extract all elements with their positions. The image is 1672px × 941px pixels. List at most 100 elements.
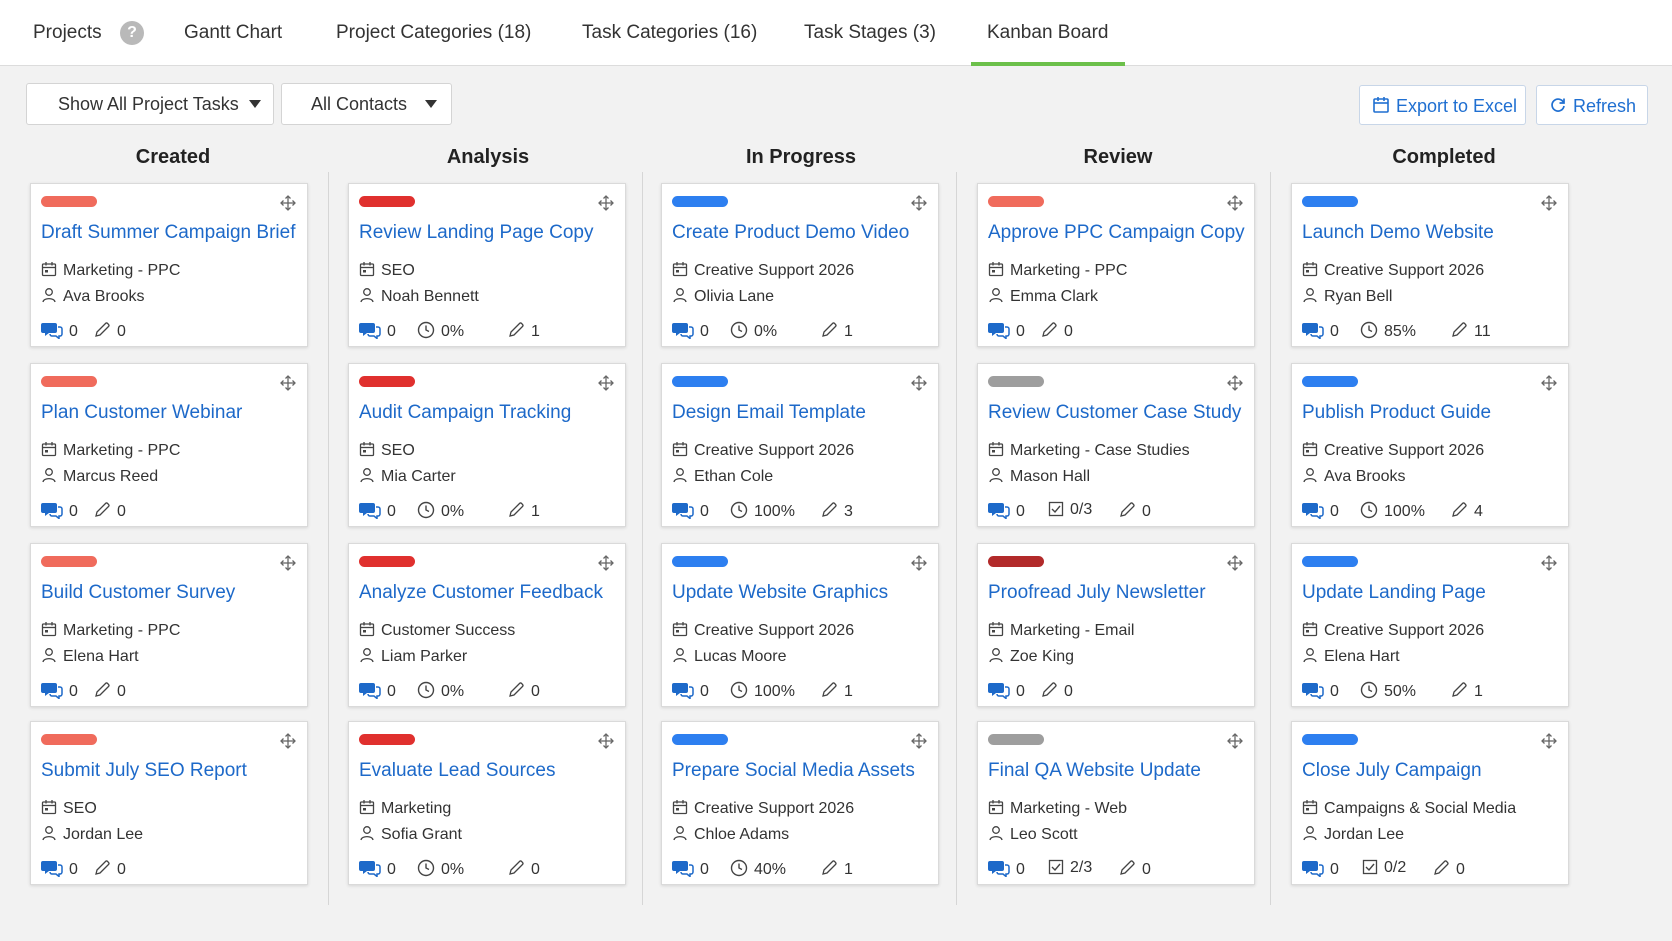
drag-handle[interactable] <box>1540 194 1558 212</box>
comments-count[interactable]: 0 <box>672 681 709 701</box>
task-card[interactable]: Approve PPC Campaign Copy Marketing - PPC… <box>977 183 1255 347</box>
task-title-link[interactable]: Launch Demo Website <box>1302 222 1494 243</box>
comments-count[interactable]: 0 <box>988 859 1025 879</box>
comments-count[interactable]: 0 <box>672 859 709 879</box>
drag-handle[interactable] <box>1226 732 1244 750</box>
drag-handle[interactable] <box>279 732 297 750</box>
edits-count[interactable]: 0 <box>507 681 540 701</box>
edits-count[interactable]: 1 <box>507 321 540 341</box>
task-card[interactable]: Create Product Demo Video Creative Suppor… <box>661 183 939 347</box>
drag-handle[interactable] <box>597 554 615 572</box>
refresh-button[interactable]: Refresh <box>1536 85 1648 125</box>
drag-handle[interactable] <box>279 194 297 212</box>
contact-filter-dropdown[interactable]: All Contacts <box>281 83 452 125</box>
task-card[interactable]: Audit Campaign Tracking SEO Mia Carter 0 0% 1 <box>348 363 626 527</box>
edits-count[interactable]: 4 <box>1450 501 1483 521</box>
comments-count[interactable]: 0 <box>359 501 396 521</box>
edits-count[interactable]: 3 <box>820 501 853 521</box>
comments-count[interactable]: 0 <box>988 681 1025 701</box>
task-card[interactable]: Prepare Social Media Assets Creative Supp… <box>661 721 939 885</box>
comments-count[interactable]: 0 <box>41 321 78 341</box>
task-card[interactable]: Draft Summer Campaign Brief Marketing - P… <box>30 183 308 347</box>
task-title-link[interactable]: Final QA Website Update <box>988 760 1201 781</box>
task-card[interactable]: Review Landing Page Copy SEO Noah Bennett 0… <box>348 183 626 347</box>
drag-handle[interactable] <box>1226 194 1244 212</box>
edits-count[interactable]: 1 <box>820 681 853 701</box>
drag-handle[interactable] <box>910 732 928 750</box>
comments-count[interactable]: 0 <box>359 681 396 701</box>
export-excel-button[interactable]: Export to Excel <box>1359 85 1526 125</box>
task-card[interactable]: Review Customer Case Study Marketing - Ca… <box>977 363 1255 527</box>
tab-projects[interactable]: Projects <box>33 22 102 43</box>
edits-count[interactable]: 0 <box>93 859 126 879</box>
task-card[interactable]: Update Website Graphics Creative Support … <box>661 543 939 707</box>
task-title-link[interactable]: Proofread July Newsletter <box>988 582 1206 603</box>
task-card[interactable]: Launch Demo Website Creative Support 2026… <box>1291 183 1569 347</box>
comments-count[interactable]: 0 <box>359 859 396 879</box>
edits-count[interactable]: 1 <box>820 321 853 341</box>
edits-count[interactable]: 1 <box>1450 681 1483 701</box>
edits-count[interactable]: 0 <box>93 681 126 701</box>
help-icon[interactable]: ? <box>120 21 144 45</box>
task-title-link[interactable]: Update Landing Page <box>1302 582 1486 603</box>
tab-kanban-board[interactable]: Kanban Board <box>971 0 1124 66</box>
task-card[interactable]: Plan Customer Webinar Marketing - PPC Marc… <box>30 363 308 527</box>
tab-gantt-chart[interactable]: Gantt Chart <box>184 22 283 43</box>
comments-count[interactable]: 0 <box>41 859 78 879</box>
edits-count[interactable]: 0 <box>1118 501 1151 521</box>
comments-count[interactable]: 0 <box>1302 321 1339 341</box>
task-title-link[interactable]: Prepare Social Media Assets <box>672 760 915 781</box>
edits-count[interactable]: 1 <box>820 859 853 879</box>
task-card[interactable]: Final QA Website Update Marketing - Web Le… <box>977 721 1255 885</box>
task-card[interactable]: Close July Campaign Campaigns & Social Me… <box>1291 721 1569 885</box>
comments-count[interactable]: 0 <box>988 321 1025 341</box>
edits-count[interactable]: 0 <box>1040 321 1073 341</box>
task-card[interactable]: Proofread July Newsletter Marketing - Ema… <box>977 543 1255 707</box>
drag-handle[interactable] <box>597 732 615 750</box>
comments-count[interactable]: 0 <box>359 321 396 341</box>
comments-count[interactable]: 0 <box>41 681 78 701</box>
task-card[interactable]: Design Email Template Creative Support 20… <box>661 363 939 527</box>
drag-handle[interactable] <box>1540 732 1558 750</box>
tab-task-stages[interactable]: Task Stages (3) <box>804 22 936 43</box>
comments-count[interactable]: 0 <box>1302 681 1339 701</box>
task-filter-dropdown[interactable]: Show All Project Tasks <box>26 83 274 125</box>
drag-handle[interactable] <box>597 194 615 212</box>
task-title-link[interactable]: Submit July SEO Report <box>41 760 247 781</box>
comments-count[interactable]: 0 <box>672 321 709 341</box>
task-title-link[interactable]: Close July Campaign <box>1302 760 1482 781</box>
drag-handle[interactable] <box>1226 374 1244 392</box>
task-title-link[interactable]: Audit Campaign Tracking <box>359 402 572 423</box>
task-title-link[interactable]: Review Landing Page Copy <box>359 222 594 243</box>
task-card[interactable]: Evaluate Lead Sources Marketing Sofia Gran… <box>348 721 626 885</box>
comments-count[interactable]: 0 <box>988 501 1025 521</box>
edits-count[interactable]: 0 <box>93 321 126 341</box>
task-title-link[interactable]: Evaluate Lead Sources <box>359 760 556 781</box>
drag-handle[interactable] <box>1540 374 1558 392</box>
edits-count[interactable]: 0 <box>1432 859 1465 879</box>
edits-count[interactable]: 0 <box>507 859 540 879</box>
task-card[interactable]: Analyze Customer Feedback Customer Succes… <box>348 543 626 707</box>
drag-handle[interactable] <box>910 554 928 572</box>
drag-handle[interactable] <box>910 374 928 392</box>
task-title-link[interactable]: Review Customer Case Study <box>988 402 1242 423</box>
task-title-link[interactable]: Plan Customer Webinar <box>41 402 243 423</box>
edits-count[interactable]: 0 <box>93 501 126 521</box>
edits-count[interactable]: 0 <box>1040 681 1073 701</box>
drag-handle[interactable] <box>910 194 928 212</box>
task-title-link[interactable]: Publish Product Guide <box>1302 402 1492 423</box>
drag-handle[interactable] <box>1540 554 1558 572</box>
task-title-link[interactable]: Update Website Graphics <box>672 582 889 603</box>
comments-count[interactable]: 0 <box>1302 859 1339 879</box>
tab-project-categories[interactable]: Project Categories (18) <box>336 22 532 43</box>
comments-count[interactable]: 0 <box>41 501 78 521</box>
tab-task-categories[interactable]: Task Categories (16) <box>582 22 758 43</box>
task-title-link[interactable]: Analyze Customer Feedback <box>359 582 603 603</box>
drag-handle[interactable] <box>279 554 297 572</box>
edits-count[interactable]: 1 <box>507 501 540 521</box>
task-title-link[interactable]: Design Email Template <box>672 402 866 423</box>
comments-count[interactable]: 0 <box>672 501 709 521</box>
task-title-link[interactable]: Draft Summer Campaign Brief <box>41 222 296 243</box>
drag-handle[interactable] <box>279 374 297 392</box>
task-card[interactable]: Update Landing Page Creative Support 2026… <box>1291 543 1569 707</box>
